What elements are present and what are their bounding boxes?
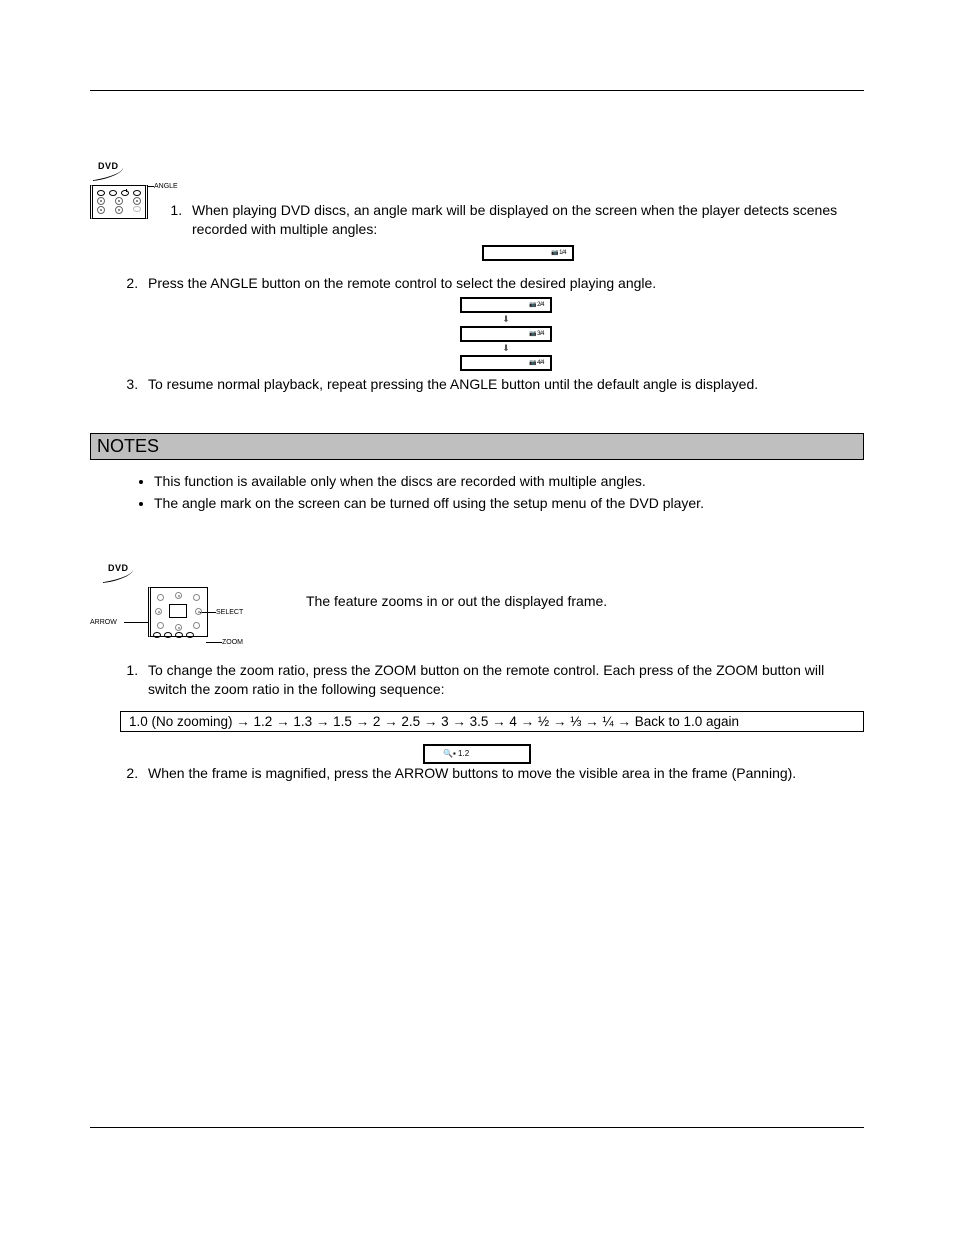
angle-callout-label: ANGLE bbox=[154, 183, 178, 190]
osd-angle-stack: 📷 2/4 ⬇ 📷 3/4 ⬇ 📷 4/4 bbox=[148, 297, 864, 371]
zoom-step-1: To change the zoom ratio, press the ZOOM… bbox=[142, 661, 864, 699]
osd-camera-icon: 📷 1/4 bbox=[551, 249, 566, 257]
remote-button-grid bbox=[90, 185, 148, 219]
angle-remote-diagram: DVD ANGLE bbox=[90, 161, 148, 219]
rule-top bbox=[90, 90, 864, 91]
dvd-label: DVD bbox=[108, 563, 290, 573]
zoom-osd-wrap: 🔍▪ 1.2 bbox=[90, 744, 864, 764]
osd-angle-1: 📷 1/4 bbox=[482, 245, 574, 261]
notes-item-1: This function is available only when the… bbox=[154, 472, 864, 491]
zoom-intro: The feature zooms in or out the displaye… bbox=[306, 563, 864, 609]
angle-step-3: To resume normal playback, repeat pressi… bbox=[142, 375, 864, 394]
zoom-steps-2: When the frame is magnified, press the A… bbox=[120, 764, 864, 783]
osd-angle-4: 📷 4/4 bbox=[460, 355, 552, 371]
osd-angle-2: 📷 2/4 bbox=[460, 297, 552, 313]
angle-step-1: When playing DVD discs, an angle mark wi… bbox=[186, 201, 864, 262]
down-arrow-icon: ⬇ bbox=[502, 315, 510, 324]
osd-angle-3: 📷 3/4 bbox=[460, 326, 552, 342]
swoosh-icon bbox=[101, 569, 134, 583]
arrow-callout-label: ARROW bbox=[90, 619, 117, 626]
zoom-steps: To change the zoom ratio, press the ZOOM… bbox=[120, 661, 864, 699]
osd-zoom: 🔍▪ 1.2 bbox=[423, 744, 531, 764]
zoom-sequence-box: 1.0 (No zooming) → 1.2 → 1.3 → 1.5 → 2 →… bbox=[120, 711, 864, 732]
zoom-remote-diagram: DVD ARROW SELECT ZOOM bbox=[90, 563, 290, 637]
dpad-grid bbox=[148, 587, 208, 637]
zoom-callout-label: ZOOM bbox=[222, 639, 243, 646]
zoom-section: DVD ARROW SELECT ZOOM bbox=[90, 563, 864, 783]
zoom-magnifier-icon: 🔍▪ 1.2 bbox=[443, 749, 469, 758]
notes-header: NOTES bbox=[90, 433, 864, 460]
angle-steps-continued: Press the ANGLE button on the remote con… bbox=[120, 274, 864, 394]
down-arrow-icon: ⬇ bbox=[502, 344, 510, 353]
select-callout-label: SELECT bbox=[216, 609, 243, 616]
rule-bottom bbox=[90, 1127, 864, 1128]
angle-step-1-list: When playing DVD discs, an angle mark wi… bbox=[164, 201, 864, 262]
notes-item-2: The angle mark on the screen can be turn… bbox=[154, 494, 864, 513]
document-page: DVD ANGLE bbox=[0, 0, 954, 1235]
zoom-step-2: When the frame is magnified, press the A… bbox=[142, 764, 864, 783]
angle-section: DVD ANGLE bbox=[90, 161, 864, 393]
notes-list: This function is available only when the… bbox=[130, 472, 864, 513]
angle-step-2: Press the ANGLE button on the remote con… bbox=[142, 274, 864, 371]
